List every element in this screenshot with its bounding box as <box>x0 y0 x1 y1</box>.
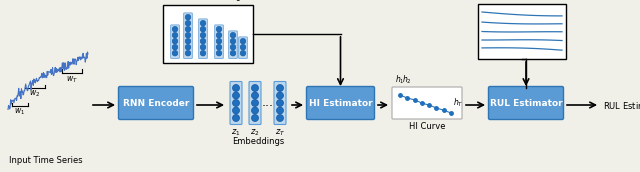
Circle shape <box>232 99 239 106</box>
FancyBboxPatch shape <box>228 31 237 58</box>
Text: ...: ... <box>262 96 273 110</box>
Circle shape <box>252 99 259 106</box>
FancyBboxPatch shape <box>230 82 242 125</box>
Circle shape <box>185 14 191 20</box>
Circle shape <box>185 38 191 44</box>
Text: Input Time Series: Input Time Series <box>9 156 83 165</box>
Text: HI Curve: HI Curve <box>409 122 445 131</box>
Circle shape <box>276 115 284 121</box>
Text: Set of HI Curves ($\mathcal{H}$): Set of HI Curves ($\mathcal{H}$) <box>483 0 561 2</box>
FancyBboxPatch shape <box>488 87 563 120</box>
Text: RNN Encoder: RNN Encoder <box>123 99 189 108</box>
Circle shape <box>172 50 178 56</box>
Bar <box>163 5 253 63</box>
Circle shape <box>200 50 206 56</box>
Circle shape <box>172 44 178 50</box>
Circle shape <box>276 99 284 106</box>
Circle shape <box>232 92 239 99</box>
Circle shape <box>252 84 259 92</box>
Text: $z_T$: $z_T$ <box>275 127 285 138</box>
Text: $z_2$: $z_2$ <box>250 127 260 138</box>
FancyBboxPatch shape <box>171 25 179 58</box>
Circle shape <box>216 26 222 32</box>
Circle shape <box>252 115 259 121</box>
Circle shape <box>200 44 206 50</box>
Circle shape <box>185 20 191 26</box>
FancyBboxPatch shape <box>118 87 193 120</box>
Circle shape <box>276 92 284 99</box>
Text: $h_1$: $h_1$ <box>395 73 405 86</box>
Circle shape <box>216 44 222 50</box>
Circle shape <box>172 32 178 38</box>
Text: RUL Estimator: RUL Estimator <box>490 99 563 108</box>
Circle shape <box>240 50 246 56</box>
Bar <box>478 4 566 59</box>
Circle shape <box>252 107 259 114</box>
Circle shape <box>230 32 236 38</box>
Circle shape <box>185 26 191 32</box>
FancyBboxPatch shape <box>184 13 192 58</box>
Circle shape <box>200 26 206 32</box>
Circle shape <box>172 38 178 44</box>
Text: $z_1$: $z_1$ <box>231 127 241 138</box>
Circle shape <box>276 107 284 114</box>
FancyBboxPatch shape <box>214 25 223 58</box>
Circle shape <box>230 38 236 44</box>
FancyBboxPatch shape <box>392 87 462 119</box>
Circle shape <box>240 44 246 50</box>
Text: $h_T$: $h_T$ <box>453 97 463 109</box>
Text: $w_1$: $w_1$ <box>15 107 26 117</box>
FancyBboxPatch shape <box>274 82 286 125</box>
Circle shape <box>276 84 284 92</box>
Circle shape <box>240 38 246 44</box>
Text: $w_2$: $w_2$ <box>29 89 40 99</box>
FancyBboxPatch shape <box>307 87 374 120</box>
Circle shape <box>216 32 222 38</box>
Text: Embeddings: Embeddings <box>232 137 284 146</box>
Text: $h_2$: $h_2$ <box>403 73 412 86</box>
Circle shape <box>230 50 236 56</box>
Text: RUL Estimate ($\hat{R}$): RUL Estimate ($\hat{R}$) <box>603 97 640 113</box>
Circle shape <box>230 44 236 50</box>
Circle shape <box>200 20 206 26</box>
Circle shape <box>252 92 259 99</box>
Circle shape <box>232 115 239 121</box>
Circle shape <box>216 38 222 44</box>
Text: Set of Normal Embeddings ($Z_{norm}$): Set of Normal Embeddings ($Z_{norm}$) <box>142 0 274 3</box>
Circle shape <box>216 50 222 56</box>
Text: HI Estimator: HI Estimator <box>308 99 372 108</box>
Circle shape <box>232 107 239 114</box>
Circle shape <box>172 26 178 32</box>
Circle shape <box>232 84 239 92</box>
Text: $w_T$: $w_T$ <box>66 75 78 85</box>
FancyBboxPatch shape <box>249 82 261 125</box>
FancyBboxPatch shape <box>198 19 207 58</box>
Circle shape <box>185 44 191 50</box>
Circle shape <box>185 50 191 56</box>
Circle shape <box>200 32 206 38</box>
FancyBboxPatch shape <box>239 37 247 58</box>
Circle shape <box>200 38 206 44</box>
Circle shape <box>185 32 191 38</box>
